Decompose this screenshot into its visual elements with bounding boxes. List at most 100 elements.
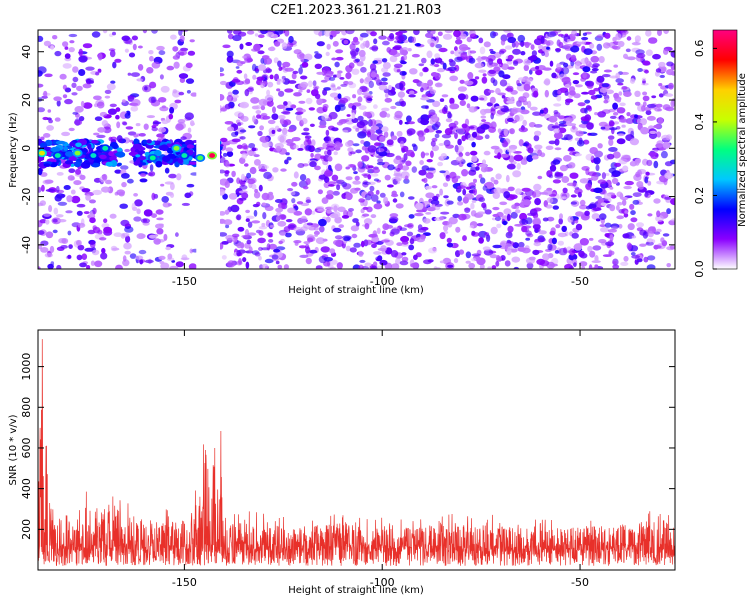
- heatmap-cell: [67, 175, 75, 181]
- heatmap-cell: [96, 134, 106, 139]
- heatmap-cell: [616, 98, 621, 103]
- heatmap-cell: [370, 125, 379, 131]
- y-tick-label: 1000: [20, 353, 33, 381]
- heatmap-cell: [623, 185, 632, 190]
- signal-cell: [160, 144, 169, 151]
- heatmap-cell: [283, 119, 292, 126]
- heatmap-cell: [314, 148, 322, 153]
- heatmap-cell: [89, 80, 94, 84]
- heatmap-cell: [425, 212, 432, 215]
- heatmap-cell: [421, 200, 431, 207]
- heatmap-cell: [311, 139, 316, 147]
- heatmap-cell: [393, 63, 403, 68]
- heatmap-x-axis: -150 -100 -50: [172, 30, 589, 288]
- heatmap-cell: [557, 232, 568, 238]
- heatmap-cell: [249, 166, 257, 175]
- heatmap-cell: [301, 117, 308, 125]
- heatmap-cell: [488, 89, 495, 93]
- heatmap-cell: [378, 35, 387, 40]
- heatmap-cell: [551, 125, 561, 129]
- heatmap-cell: [372, 230, 377, 238]
- peak-point: [181, 153, 188, 158]
- heatmap-cell: [124, 226, 134, 233]
- heatmap-cell: [304, 53, 313, 61]
- heatmap-cell: [324, 150, 328, 156]
- heatmap-cell: [557, 90, 562, 95]
- heatmap-cell: [478, 37, 484, 44]
- heatmap-cell: [523, 83, 531, 92]
- heatmap-cell: [455, 156, 464, 163]
- heatmap-cell: [421, 165, 430, 171]
- heatmap-cell: [148, 234, 157, 239]
- heatmap-cell: [433, 64, 440, 68]
- heatmap-cell: [68, 168, 76, 173]
- heatmap-cell: [437, 31, 443, 37]
- heatmap-cell: [240, 61, 246, 65]
- heatmap-cell: [82, 83, 92, 89]
- heatmap-cell: [533, 207, 542, 212]
- heatmap-cell: [175, 261, 184, 268]
- heatmap-cell: [611, 45, 618, 50]
- heatmap-cell: [488, 126, 496, 133]
- heatmap-cell: [262, 212, 267, 220]
- y-tick-label: 0: [20, 145, 33, 152]
- snr-x-label: Height of straight line (km): [288, 585, 424, 596]
- heatmap-cell: [381, 239, 390, 243]
- heatmap-cell: [443, 195, 449, 199]
- heatmap-cell: [473, 178, 477, 183]
- heatmap-cell: [542, 67, 552, 71]
- heatmap-cell: [375, 189, 380, 195]
- heatmap-cell: [549, 164, 557, 172]
- heatmap-cell: [597, 143, 603, 149]
- heatmap-cell: [237, 226, 245, 232]
- heatmap-cell: [163, 233, 168, 241]
- heatmap-cell: [62, 41, 69, 47]
- heatmap-cell: [314, 51, 319, 54]
- heatmap-cell: [615, 78, 624, 84]
- y-tick-label: 40: [20, 45, 33, 59]
- heatmap-cell: [613, 92, 619, 99]
- heatmap-cell: [629, 78, 636, 84]
- heatmap-cell: [477, 55, 482, 64]
- heatmap-cell: [507, 225, 514, 233]
- heatmap-cell: [439, 188, 443, 196]
- heatmap-cell: [224, 121, 234, 125]
- heatmap-cell: [552, 205, 559, 210]
- heatmap-cell: [185, 78, 195, 84]
- heatmap-cell: [495, 216, 501, 222]
- heatmap-cell: [507, 36, 517, 44]
- heatmap-cell: [166, 65, 175, 71]
- heatmap-cell: [358, 49, 366, 58]
- heatmap-cell: [522, 119, 527, 127]
- heatmap-cell: [420, 151, 426, 159]
- heatmap-cell: [299, 254, 309, 258]
- heatmap-cell: [89, 199, 96, 204]
- heatmap-cell: [264, 205, 274, 211]
- heatmap-cell: [522, 142, 528, 147]
- heatmap-cell: [492, 206, 500, 211]
- heatmap-cell: [158, 223, 164, 227]
- heatmap-cell: [609, 204, 616, 212]
- heatmap-cell: [625, 48, 631, 53]
- heatmap-cell: [127, 95, 135, 102]
- heatmap-cell: [114, 58, 122, 63]
- heatmap-cell: [510, 108, 518, 115]
- heatmap-cell: [370, 173, 379, 177]
- heatmap-cell: [261, 222, 266, 228]
- heatmap-cell: [385, 152, 395, 158]
- heatmap-cell: [601, 172, 607, 180]
- heatmap-cell: [506, 96, 515, 101]
- heatmap-cell: [364, 262, 372, 267]
- y-tick-label: 200: [20, 519, 33, 540]
- heatmap-cell: [442, 62, 447, 70]
- heatmap-cell: [348, 208, 354, 212]
- heatmap-cell: [634, 114, 638, 119]
- heatmap-cell: [457, 145, 464, 152]
- heatmap-cell: [537, 237, 546, 243]
- heatmap-cell: [125, 126, 134, 130]
- heatmap-cell: [590, 95, 598, 100]
- heatmap-cell: [124, 112, 131, 119]
- heatmap-cell: [624, 180, 634, 186]
- heatmap-cell: [547, 123, 556, 132]
- heatmap-cell: [454, 56, 463, 63]
